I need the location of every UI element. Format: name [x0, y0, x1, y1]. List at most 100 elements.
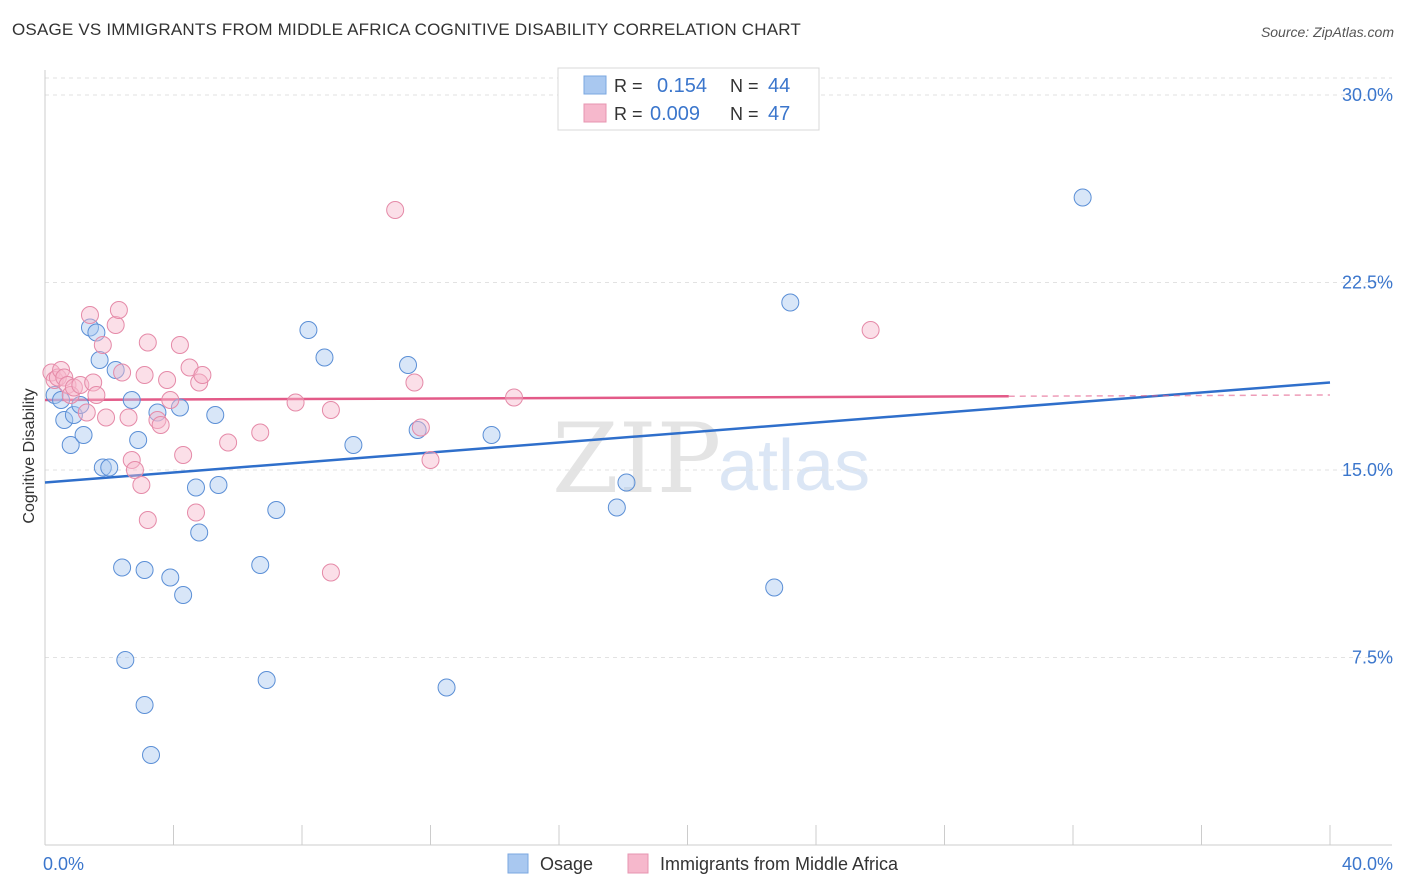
- immigrants-point: [219, 433, 238, 452]
- source-label: Source: ZipAtlas.com: [1260, 24, 1394, 40]
- osage-point: [437, 678, 456, 697]
- osage-point: [61, 436, 80, 454]
- data-points: [42, 188, 1092, 764]
- immigrants-point: [161, 391, 180, 409]
- bottom-legend-swatch-osage: [507, 853, 529, 874]
- immigrants-point: [119, 408, 138, 427]
- osage-point: [174, 586, 193, 604]
- x-tick-label: 40.0%: [1342, 854, 1393, 874]
- y-tick-label: 7.5%: [1352, 648, 1393, 668]
- legend-r-value-1: 0.154: [657, 75, 707, 97]
- osage-point: [781, 293, 800, 312]
- y-tick-label: 30.0%: [1342, 85, 1393, 105]
- osage-point: [1073, 188, 1092, 207]
- immigrants-trend-extension: [1008, 394, 1331, 397]
- immigrants-point: [386, 201, 405, 219]
- immigrants-point: [158, 371, 177, 389]
- bottom-legend-label-immigrants: Immigrants from Middle Africa: [660, 854, 899, 874]
- osage-point: [399, 356, 418, 374]
- osage-point: [190, 523, 209, 542]
- osage-point: [206, 406, 225, 424]
- osage-point: [482, 426, 501, 444]
- immigrants-point: [80, 306, 99, 324]
- immigrants-point: [174, 446, 193, 464]
- immigrants-point: [505, 388, 524, 407]
- osage-point: [251, 556, 270, 574]
- bottom-legend-label-osage: Osage: [540, 854, 593, 874]
- legend-n-value-2: 47: [768, 103, 790, 125]
- legend-r-label-1: R =: [614, 76, 648, 96]
- legend-swatch-immigrants: [583, 103, 607, 123]
- legend-swatch-osage: [583, 75, 607, 95]
- immigrants-point: [186, 503, 205, 522]
- osage-point: [52, 391, 71, 409]
- immigrants-point: [321, 563, 340, 582]
- osage-trend-line: [44, 381, 1331, 484]
- immigrants-point: [193, 366, 212, 384]
- osage-point: [71, 396, 90, 414]
- osage-point: [122, 391, 141, 409]
- series-legend: Osage Immigrants from Middle Africa: [507, 853, 899, 874]
- immigrants-point: [77, 403, 96, 422]
- axes: [44, 70, 1392, 846]
- osage-point: [607, 498, 626, 517]
- immigrants-point: [421, 451, 440, 469]
- osage-point: [299, 321, 318, 339]
- immigrants-point: [97, 408, 116, 427]
- osage-point: [617, 473, 636, 492]
- y-tick-label: 15.0%: [1342, 460, 1393, 480]
- osage-point: [142, 746, 161, 764]
- osage-point: [408, 421, 427, 439]
- osage-point: [161, 568, 180, 587]
- osage-point: [135, 696, 154, 714]
- immigrants-point: [411, 418, 430, 437]
- gridlines: [45, 77, 1392, 658]
- immigrants-trend-line: [44, 395, 1009, 402]
- osage-point: [344, 436, 363, 454]
- osage-point: [315, 348, 334, 367]
- immigrants-point: [170, 336, 189, 354]
- legend-r-value-2: 0.009: [650, 103, 700, 125]
- watermark-zip: ZIP: [552, 403, 721, 515]
- immigrants-point: [132, 476, 151, 494]
- immigrants-point: [122, 451, 141, 469]
- legend-n-label-1: N =: [730, 76, 764, 96]
- immigrants-point: [138, 511, 157, 529]
- osage-point: [209, 476, 228, 494]
- immigrants-point: [148, 411, 167, 429]
- x-tick-label: 0.0%: [43, 854, 84, 874]
- osage-point: [55, 411, 74, 429]
- tick-labels: 7.5% 15.0% 22.5% 30.0% 0.0% 40.0%: [43, 85, 1393, 874]
- immigrants-point: [109, 301, 128, 319]
- watermark-atlas: atlas: [718, 426, 870, 506]
- immigrants-point: [113, 363, 132, 382]
- immigrants-point: [93, 336, 112, 354]
- immigrants-point: [138, 333, 157, 352]
- immigrants-point: [151, 416, 170, 434]
- trend-lines: [44, 381, 1331, 484]
- osage-point: [93, 458, 112, 477]
- chart-title: OSAGE VS IMMIGRANTS FROM MIDDLE AFRICA C…: [12, 20, 802, 39]
- osage-point: [135, 561, 154, 579]
- immigrants-point: [286, 393, 305, 412]
- immigrants-point: [135, 366, 154, 384]
- osage-point: [765, 578, 784, 597]
- legend-n-label-2: N =: [730, 104, 764, 124]
- bottom-legend-swatch-immigrants: [627, 853, 649, 874]
- immigrants-point: [861, 321, 880, 339]
- legend-n-value-1: 44: [768, 75, 790, 97]
- osage-point: [267, 501, 286, 519]
- immigrants-point: [106, 316, 125, 334]
- legend-r-label-2: R =: [614, 104, 648, 124]
- immigrants-point: [87, 386, 106, 404]
- osage-point: [100, 458, 119, 477]
- osage-point: [116, 651, 135, 669]
- osage-point: [129, 431, 148, 449]
- osage-point: [186, 478, 205, 497]
- immigrants-point: [405, 373, 424, 392]
- immigrants-point: [321, 401, 340, 419]
- osage-point: [257, 671, 276, 689]
- osage-point: [170, 398, 189, 417]
- y-tick-label: 22.5%: [1342, 273, 1393, 293]
